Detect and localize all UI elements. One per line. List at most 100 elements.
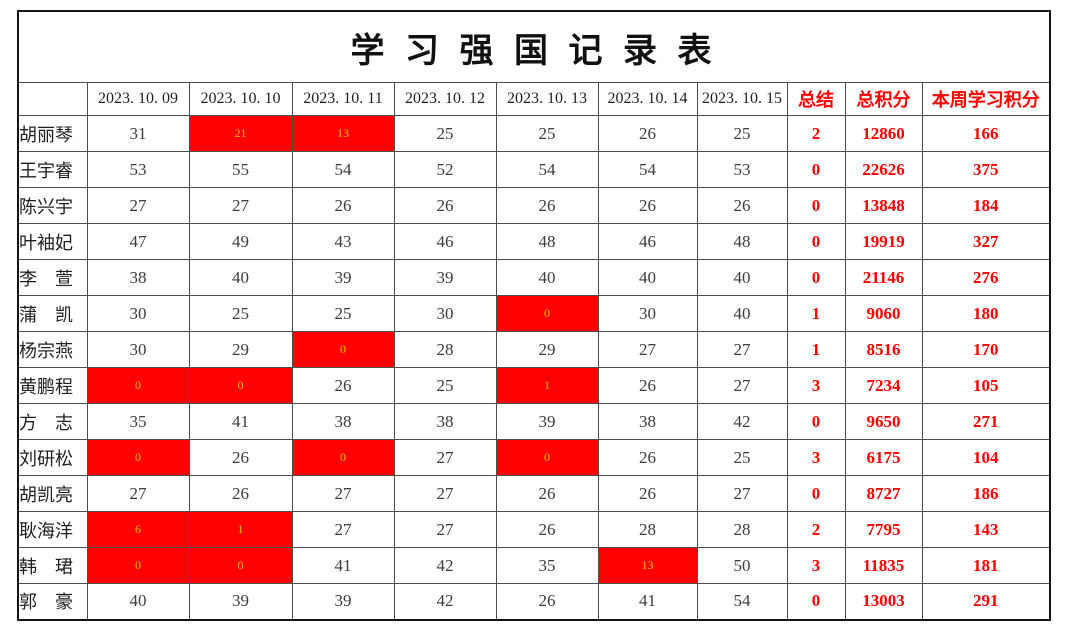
score-cell: 48 (495, 223, 599, 260)
highlighted-score-cell: 0 (291, 331, 395, 368)
column-header-date-4: 2023. 10. 12 (393, 82, 497, 116)
score-cell: 26 (597, 367, 698, 404)
week-points-cell: 271 (921, 403, 1051, 440)
table-row: 黄鹏程 0 0 26 25 1 26 27 3 7234 105 (17, 367, 1051, 404)
student-name-cell: 陈兴宇 (17, 187, 88, 224)
week-points-cell: 276 (921, 259, 1051, 296)
table-row: 陈兴宇 27 27 26 26 26 26 26 0 13848 184 (17, 187, 1051, 224)
table-row: 刘研松 0 26 0 27 0 26 25 3 6175 104 (17, 439, 1051, 476)
total-points-cell: 19919 (844, 223, 923, 260)
highlighted-score-cell: 13 (597, 547, 698, 584)
score-cell: 27 (393, 511, 497, 548)
total-points-cell: 12860 (844, 115, 923, 152)
score-cell: 27 (393, 439, 497, 476)
score-cell: 38 (597, 403, 698, 440)
score-cell: 30 (86, 331, 190, 368)
score-cell: 27 (291, 511, 395, 548)
score-cell: 39 (291, 259, 395, 296)
score-cell: 28 (393, 331, 497, 368)
column-header-date-6: 2023. 10. 14 (597, 82, 698, 116)
score-cell: 27 (188, 187, 293, 224)
score-cell: 40 (188, 259, 293, 296)
week-points-cell: 375 (921, 151, 1051, 188)
score-cell: 42 (393, 547, 497, 584)
student-name-cell: 方 志 (17, 403, 88, 440)
table-row: 胡丽琴 31 21 13 25 25 26 25 2 12860 166 (17, 115, 1051, 152)
record-sheet: 学 习 强 国 记 录 表 2023. 10. 09 2023. 10. 10 20… (17, 10, 1051, 621)
score-cell: 25 (291, 295, 395, 332)
summary-count-cell: 0 (786, 475, 846, 512)
table-row: 蒲 凯 30 25 25 30 0 30 40 1 9060 180 (17, 295, 1051, 332)
student-name-cell: 叶袖妃 (17, 223, 88, 260)
score-cell: 39 (495, 403, 599, 440)
score-cell: 25 (495, 115, 599, 152)
score-cell: 26 (393, 187, 497, 224)
score-cell: 55 (188, 151, 293, 188)
table-row: 韩 珺 0 0 41 42 35 13 50 3 11835 181 (17, 547, 1051, 584)
week-points-cell: 186 (921, 475, 1051, 512)
score-cell: 26 (495, 187, 599, 224)
score-cell: 54 (495, 151, 599, 188)
column-header-date-2: 2023. 10. 10 (188, 82, 293, 116)
highlighted-score-cell: 0 (495, 439, 599, 476)
score-cell: 29 (188, 331, 293, 368)
score-cell: 54 (291, 151, 395, 188)
highlighted-score-cell: 0 (495, 295, 599, 332)
score-cell: 38 (291, 403, 395, 440)
score-cell: 42 (696, 403, 788, 440)
score-cell: 38 (393, 403, 497, 440)
summary-count-cell: 3 (786, 367, 846, 404)
total-points-cell: 13848 (844, 187, 923, 224)
column-header-date-3: 2023. 10. 11 (291, 82, 395, 116)
score-cell: 26 (291, 187, 395, 224)
total-points-cell: 8727 (844, 475, 923, 512)
score-cell: 41 (291, 547, 395, 584)
page-title: 学 习 强 国 记 录 表 (17, 10, 1051, 83)
column-header-week-points: 本周学习积分 (921, 82, 1051, 116)
student-name-cell: 蒲 凯 (17, 295, 88, 332)
highlighted-score-cell: 0 (291, 439, 395, 476)
score-cell: 27 (696, 331, 788, 368)
summary-count-cell: 2 (786, 511, 846, 548)
score-cell: 40 (696, 295, 788, 332)
total-points-cell: 9060 (844, 295, 923, 332)
score-cell: 26 (495, 583, 599, 620)
student-name-cell: 王宇睿 (17, 151, 88, 188)
score-cell: 27 (291, 475, 395, 512)
student-name-cell: 胡丽琴 (17, 115, 88, 152)
header-row: 2023. 10. 09 2023. 10. 10 2023. 10. 11 2023… (17, 82, 1051, 116)
score-cell: 42 (393, 583, 497, 620)
highlighted-score-cell: 0 (86, 439, 190, 476)
highlighted-score-cell: 1 (188, 511, 293, 548)
summary-count-cell: 0 (786, 259, 846, 296)
score-cell: 26 (597, 187, 698, 224)
highlighted-score-cell: 0 (188, 367, 293, 404)
table-row: 方 志 35 41 38 38 39 38 42 0 9650 271 (17, 403, 1051, 440)
score-cell: 31 (86, 115, 190, 152)
week-points-cell: 327 (921, 223, 1051, 260)
total-points-cell: 22626 (844, 151, 923, 188)
column-header-date-7: 2023. 10. 15 (696, 82, 788, 116)
summary-count-cell: 0 (786, 151, 846, 188)
score-cell: 38 (86, 259, 190, 296)
score-cell: 30 (393, 295, 497, 332)
score-cell: 28 (597, 511, 698, 548)
score-cell: 26 (597, 115, 698, 152)
highlighted-score-cell: 0 (86, 367, 190, 404)
score-cell: 26 (188, 439, 293, 476)
score-cell: 35 (495, 547, 599, 584)
score-cell: 26 (597, 475, 698, 512)
summary-count-cell: 2 (786, 115, 846, 152)
total-points-cell: 13003 (844, 583, 923, 620)
table-row: 李 萱 38 40 39 39 40 40 40 0 21146 276 (17, 259, 1051, 296)
week-points-cell: 180 (921, 295, 1051, 332)
score-cell: 46 (597, 223, 698, 260)
summary-count-cell: 1 (786, 295, 846, 332)
week-points-cell: 143 (921, 511, 1051, 548)
score-cell: 40 (86, 583, 190, 620)
score-cell: 40 (495, 259, 599, 296)
highlighted-score-cell: 21 (188, 115, 293, 152)
total-points-cell: 11835 (844, 547, 923, 584)
score-cell: 43 (291, 223, 395, 260)
score-cell: 41 (597, 583, 698, 620)
